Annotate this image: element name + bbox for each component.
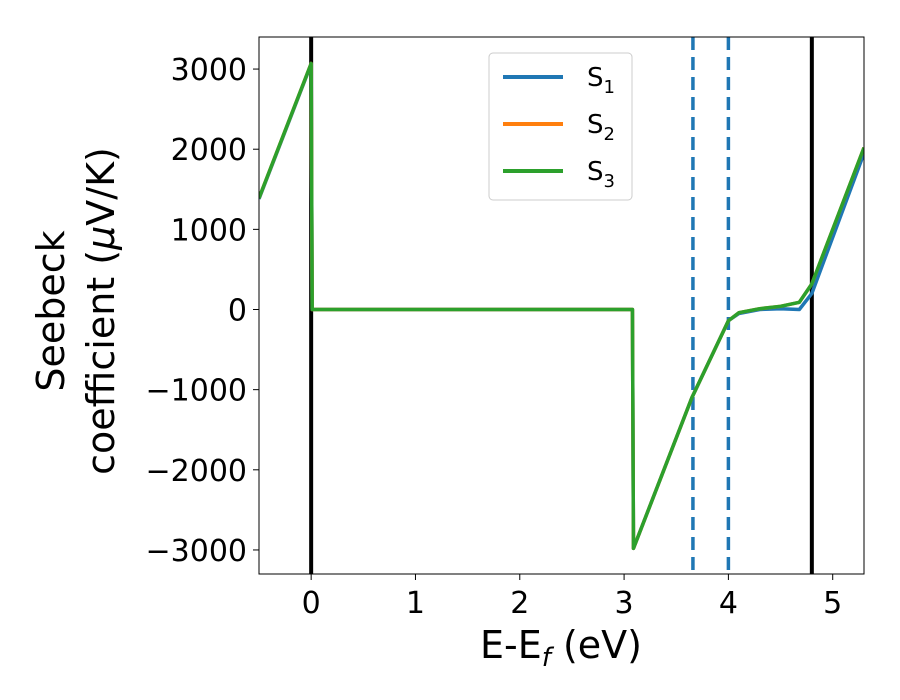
legend: S1 S2 S3 [488, 52, 633, 201]
y-axis-title-line2: coefficient (μV/K) [79, 147, 123, 475]
x-tick-label: 0 [302, 586, 321, 621]
y-axis-title-line1: Seebeck [29, 230, 73, 391]
y-tick-label: −2000 [146, 454, 247, 489]
series-line-s3 [259, 61, 864, 551]
y-tick-label: 0 [228, 294, 247, 329]
x-tick-label: 1 [406, 586, 425, 621]
y-tick-label: 2000 [171, 133, 247, 168]
y-tick-label: 1000 [171, 213, 247, 248]
y-tick-label: −3000 [146, 534, 247, 569]
legend-label-s3: S3 [587, 157, 615, 192]
legend-label-s2: S2 [587, 110, 615, 145]
x-tick-label: 4 [719, 586, 738, 621]
x-axis-title: E-Ef (eV) [480, 623, 642, 673]
legend-box [488, 52, 633, 201]
y-tick-label: 3000 [171, 53, 247, 88]
series-layer [259, 61, 864, 551]
x-tick-label: 3 [615, 586, 634, 621]
axis-ticks: 0 1 2 3 4 5 −3000 −2000 −1000 0 1000 2000 3000 [146, 53, 843, 621]
plot-frame [258, 36, 865, 575]
legend-label-s1: S1 [587, 63, 615, 98]
y-axis-title: Seebeck coefficient (μV/K) [29, 147, 123, 475]
x-tick-label: 5 [823, 586, 842, 621]
y-tick-label: −1000 [146, 374, 247, 409]
x-tick-label: 2 [510, 586, 529, 621]
